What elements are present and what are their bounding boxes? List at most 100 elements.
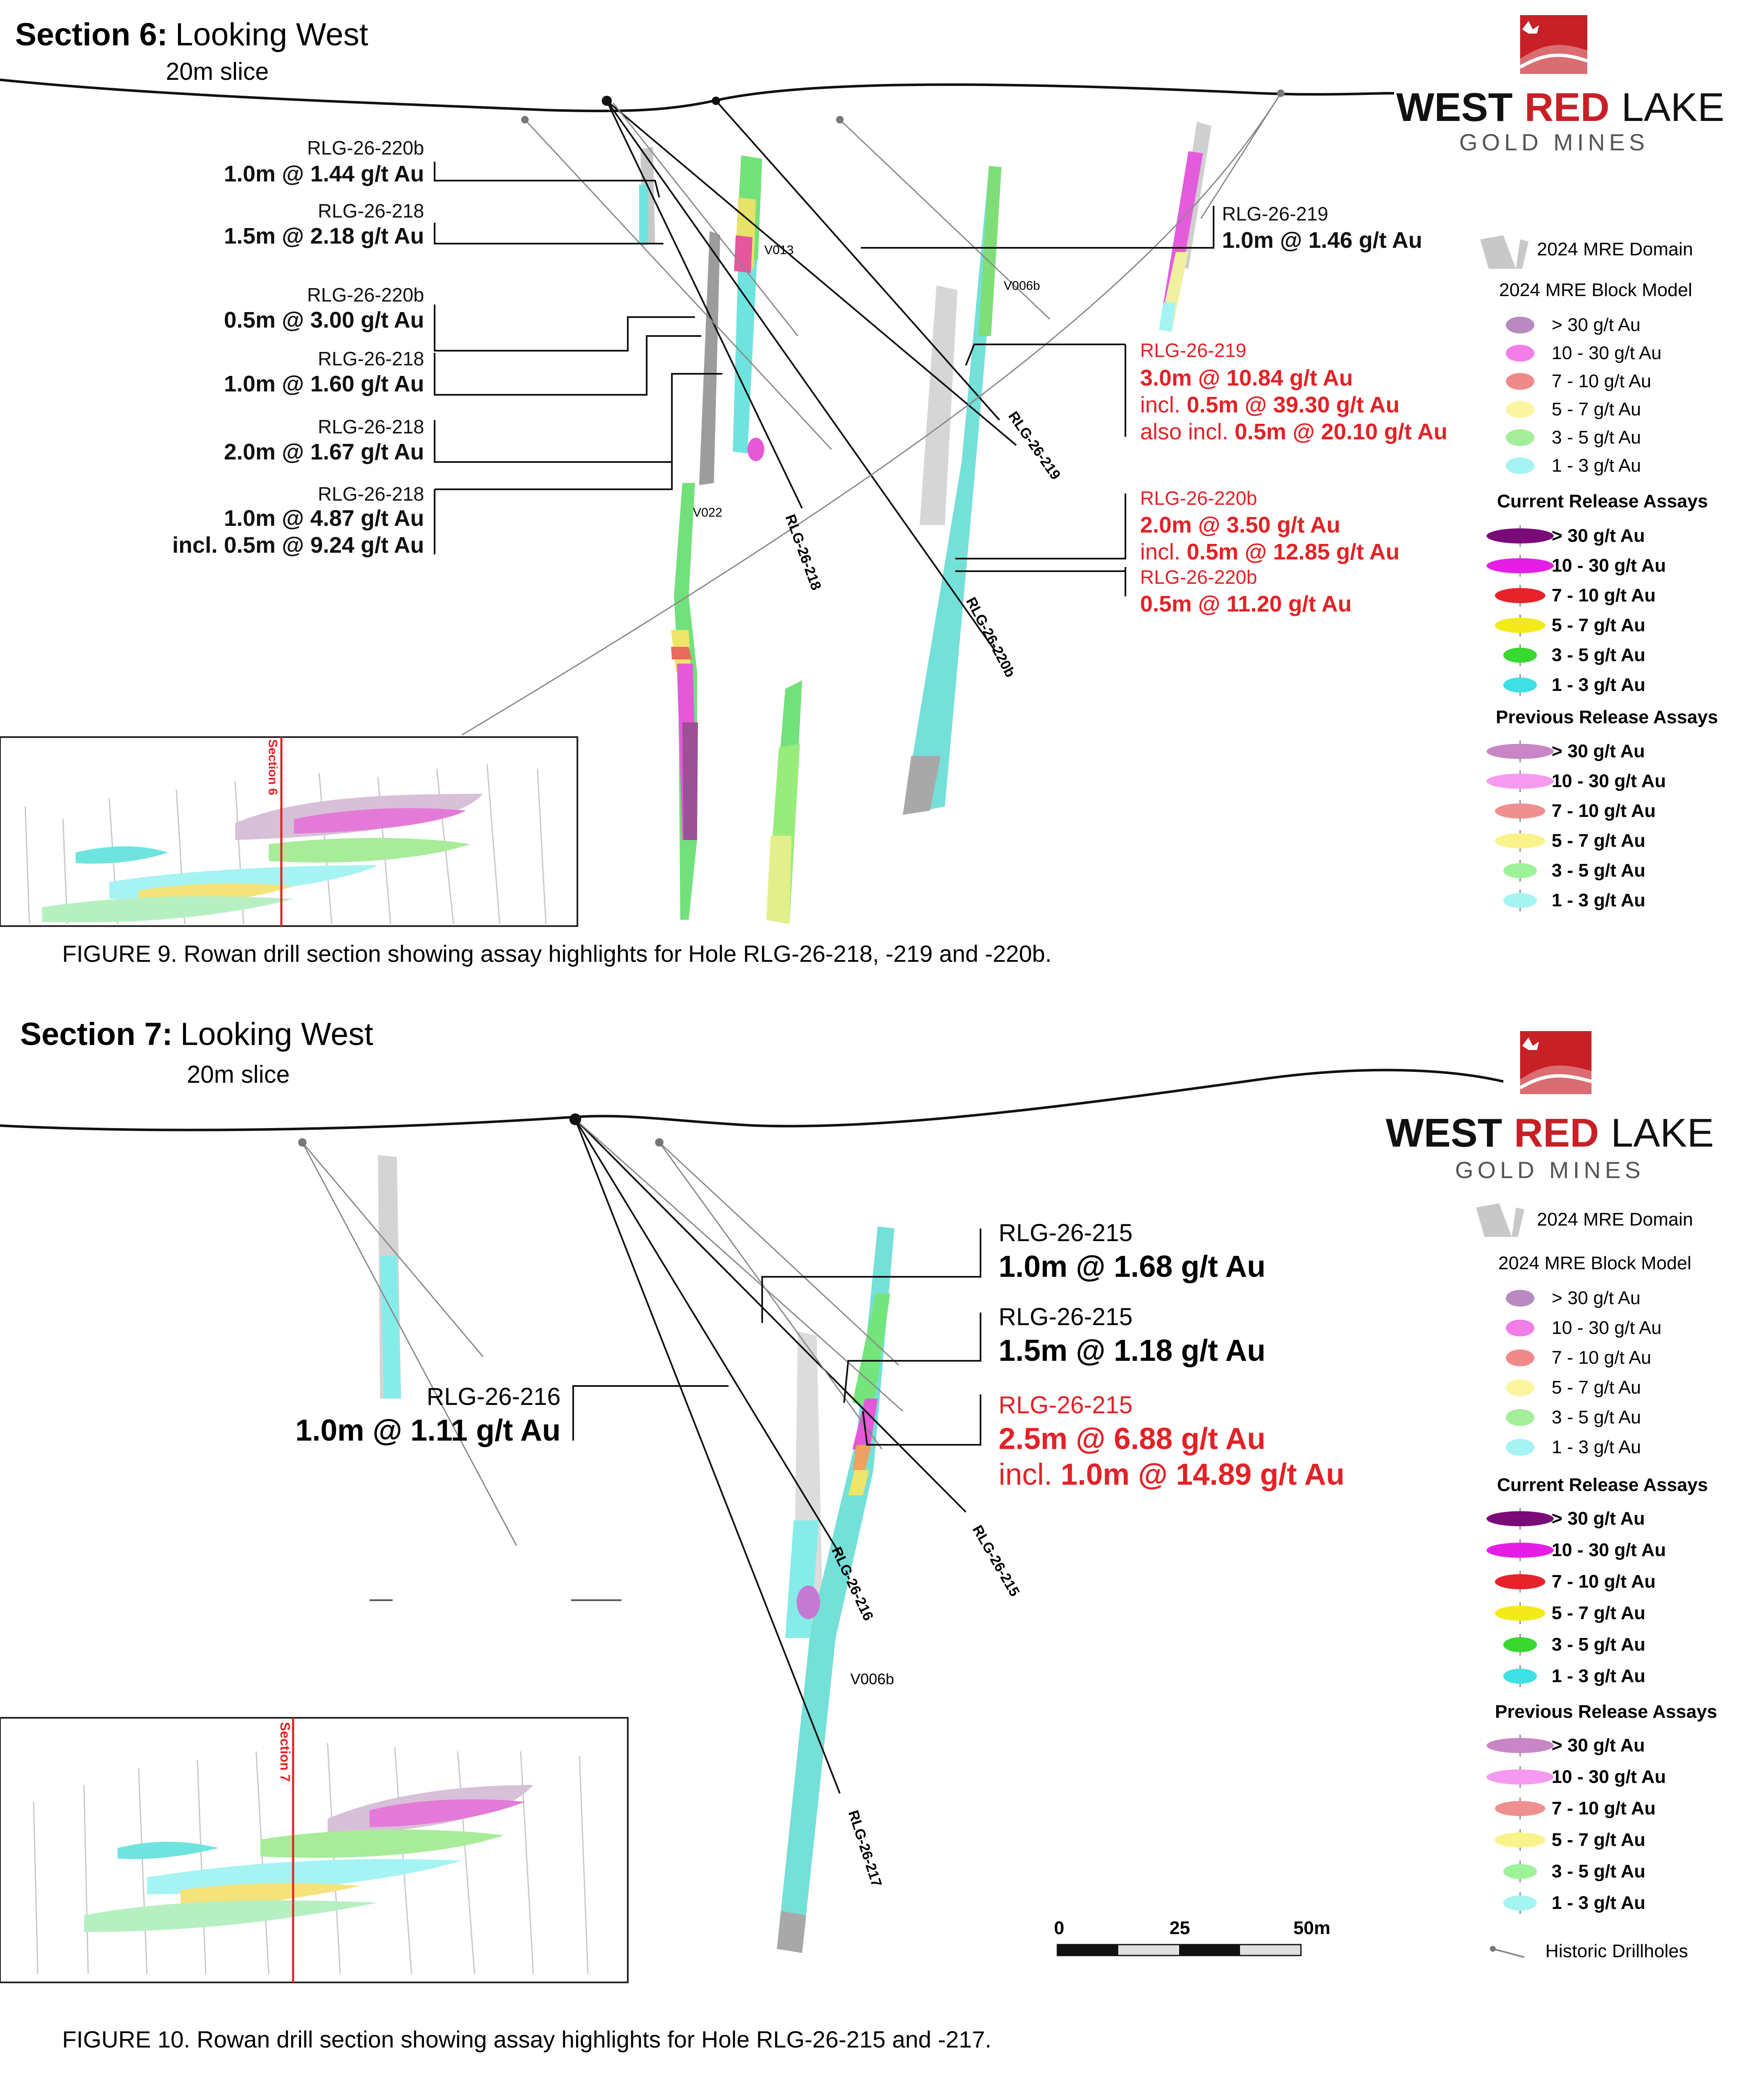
legend-bottom: 2024 MRE Domain 2024 MRE Block Model > 3… xyxy=(1476,1203,1717,1961)
svg-text:1.5m @ 1.18 g/t Au: 1.5m @ 1.18 g/t Au xyxy=(999,1334,1266,1368)
current-legend-item: 3 - 5 g/t Au xyxy=(1503,644,1645,666)
legend-label: 1 - 3 g/t Au xyxy=(1552,675,1645,695)
legend-swatch xyxy=(1495,1832,1545,1848)
legend-swatch xyxy=(1487,1738,1554,1753)
legend-label: 5 - 7 g/t Au xyxy=(1552,830,1645,851)
trace-label-218: RLG-26-218 xyxy=(782,512,824,593)
current-legend-item: 1 - 3 g/t Au xyxy=(1503,1665,1645,1687)
legend-label: 1 - 3 g/t Au xyxy=(1552,1666,1645,1686)
svg-text:25: 25 xyxy=(1169,1918,1190,1938)
block-legend-item: 5 - 7 g/t Au xyxy=(1506,1377,1641,1398)
legend-swatch xyxy=(1503,677,1537,693)
legend-swatch xyxy=(1506,1409,1534,1426)
legend-label: 7 - 10 g/t Au xyxy=(1552,1798,1656,1819)
legend-label: > 30 g/t Au xyxy=(1552,1735,1645,1756)
legend-swatch xyxy=(1506,429,1534,446)
svg-text:incl. 0.5m @ 12.85 g/t Au: incl. 0.5m @ 12.85 g/t Au xyxy=(1140,539,1400,564)
legend-label: 7 - 10 g/t Au xyxy=(1552,585,1656,606)
legend-swatch xyxy=(1495,833,1545,848)
vein-label-v006b-b: V006b xyxy=(850,1670,894,1688)
topography-line-7 xyxy=(0,1068,1504,1131)
legend-label: 7 - 10 g/t Au xyxy=(1552,1571,1656,1592)
legend-swatch xyxy=(1495,1801,1545,1816)
intercept-value: 0.5m @ 3.00 g/t Au xyxy=(224,307,424,333)
current-legend-item: 5 - 7 g/t Au xyxy=(1495,614,1645,636)
legend-top: 2024 MRE Domain 2024 MRE Block Model > 3… xyxy=(1480,235,1718,911)
svg-text:50m: 50m xyxy=(1293,1918,1330,1938)
legend-label: 7 - 10 g/t Au xyxy=(1552,1347,1651,1368)
intercept-hole: RLG-26-218 xyxy=(318,483,424,505)
legend-swatch xyxy=(1506,457,1534,474)
block-legend-item: 10 - 30 g/t Au xyxy=(1506,343,1662,363)
block-legend-item: 10 - 30 g/t Au xyxy=(1506,1318,1662,1338)
legend-label: > 30 g/t Au xyxy=(1552,1288,1641,1308)
legend-swatch xyxy=(1495,1606,1545,1621)
west-red-lake-logo-top: WEST RED LAKE GOLD MINES xyxy=(1396,15,1724,155)
legend-swatch xyxy=(1506,345,1534,362)
current-legend-item: 7 - 10 g/t Au xyxy=(1495,1571,1656,1593)
svg-text:RLG-26-220b: RLG-26-220b xyxy=(1140,566,1257,588)
west-red-lake-logo-bottom: WEST RED LAKE GOLD MINES xyxy=(1386,1031,1714,1183)
intercepts-215: RLG-26-215 1.0m @ 1.68 g/t Au RLG-26-215… xyxy=(761,1219,1345,1491)
intercept-value: 1.0m @ 1.44 g/t Au xyxy=(224,161,424,186)
svg-text:2024 MRE Block Model: 2024 MRE Block Model xyxy=(1499,280,1692,300)
previous-legend-item: > 30 g/t Au xyxy=(1487,740,1645,762)
legend-swatch xyxy=(1503,1864,1537,1879)
previous-legend-item: 7 - 10 g/t Au xyxy=(1495,1798,1656,1819)
svg-text:2024 MRE Domain: 2024 MRE Domain xyxy=(1537,239,1693,260)
svg-text:GOLD MINES: GOLD MINES xyxy=(1455,1157,1645,1183)
intercept-value: 1.5m @ 2.18 g/t Au xyxy=(224,223,424,249)
svg-text:RLG-26-219: RLG-26-219 xyxy=(1222,203,1328,225)
vein-216 xyxy=(380,1256,401,1399)
legend-swatch xyxy=(1503,863,1537,878)
previous-legend-item: 10 - 30 g/t Au xyxy=(1487,770,1666,792)
legend-label: 10 - 30 g/t Au xyxy=(1552,343,1662,363)
legend-label: > 30 g/t Au xyxy=(1552,315,1641,335)
legend-swatch xyxy=(1495,588,1545,603)
intercept-value: 1.0m @ 4.87 g/t Au xyxy=(224,506,424,531)
block-legend-item: 1 - 3 g/t Au xyxy=(1506,455,1641,476)
svg-text:Current Release Assays: Current Release Assays xyxy=(1497,491,1708,512)
legend-swatch xyxy=(1503,648,1537,663)
legend-label: 10 - 30 g/t Au xyxy=(1552,1767,1666,1787)
legend-swatch xyxy=(1487,1543,1554,1558)
legend-swatch xyxy=(1503,1895,1537,1911)
intercept-hole: RLG-26-220b xyxy=(307,284,424,306)
intercept-value: incl. 0.5m @ 9.24 g/t Au xyxy=(172,533,424,558)
svg-text:2.5m @ 6.88 g/t Au: 2.5m @ 6.88 g/t Au xyxy=(999,1422,1266,1456)
current-legend-item: 10 - 30 g/t Au xyxy=(1487,1539,1666,1561)
trace-label-219: RLG-26-219 xyxy=(1005,409,1064,483)
legend-label: 5 - 7 g/t Au xyxy=(1552,1377,1641,1398)
intercept-220b-red: RLG-26-220b 2.0m @ 3.50 g/t Au incl. 0.5… xyxy=(955,487,1400,617)
section-7-slice: 20m slice xyxy=(187,1061,290,1088)
legend-swatch xyxy=(1495,618,1545,633)
legend-label: 10 - 30 g/t Au xyxy=(1552,1318,1662,1338)
current-legend-item: 3 - 5 g/t Au xyxy=(1503,1634,1645,1656)
legend-label: > 30 g/t Au xyxy=(1552,1508,1645,1529)
legend-swatch xyxy=(1487,528,1554,543)
legend-swatch xyxy=(1495,1574,1545,1589)
intercept-hole: RLG-26-218 xyxy=(318,416,424,438)
section-7-title: Section 7: Looking West xyxy=(20,1016,373,1052)
drill-traces-6 xyxy=(606,100,1017,652)
intercept-219-red: RLG-26-219 3.0m @ 10.84 g/t Au incl. 0.5… xyxy=(965,339,1447,444)
legend-swatch xyxy=(1506,401,1534,418)
left-intercepts-6: RLG-26-220b 1.0m @ 1.44 g/t Au RLG-26-21… xyxy=(172,137,722,558)
svg-text:Previous Release Assays: Previous Release Assays xyxy=(1496,707,1718,727)
legend-swatch xyxy=(1487,774,1554,789)
legend-swatch xyxy=(1506,1320,1534,1336)
current-legend-item: 1 - 3 g/t Au xyxy=(1503,674,1645,696)
intercept-value: 2.0m @ 1.67 g/t Au xyxy=(224,439,424,465)
legend-swatch xyxy=(1506,373,1534,390)
svg-text:RLG-26-220b: RLG-26-220b xyxy=(1140,487,1257,509)
inset-section-label-6: Section 6 xyxy=(266,739,280,795)
current-legend-item: 5 - 7 g/t Au xyxy=(1495,1602,1645,1624)
scale-bar: 0 25 50m xyxy=(1054,1918,1330,1956)
legend-label: 1 - 3 g/t Au xyxy=(1552,455,1641,476)
previous-legend-item: 3 - 5 g/t Au xyxy=(1503,860,1645,882)
section-7-panel: Section 7: Looking West 20m slice xyxy=(0,1016,1504,2053)
svg-text:RLG-26-215: RLG-26-215 xyxy=(999,1303,1133,1331)
